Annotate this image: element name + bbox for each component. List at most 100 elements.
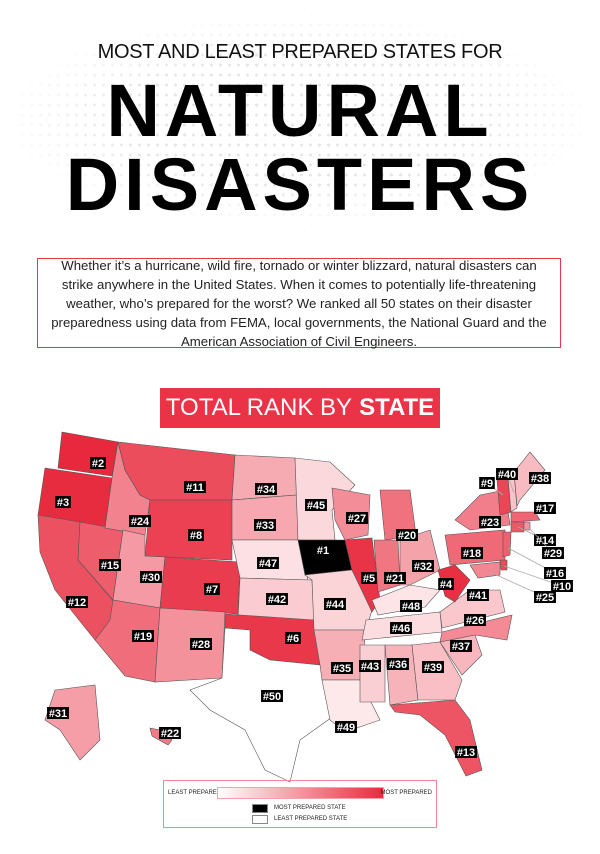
legend-most-label: MOST PREPARED (380, 790, 432, 796)
rank-label-bg (529, 472, 551, 484)
rank-label: #6 (287, 633, 299, 645)
legend-swatch-most (252, 804, 268, 813)
rank-label: #45 (307, 500, 325, 512)
rank-label: #3 (57, 497, 69, 509)
rank-label-bg (99, 559, 121, 571)
rank-label: #14 (536, 535, 555, 547)
intro-text: Whether it’s a hurricane, wild fire, tor… (51, 257, 547, 349)
state-shape-rank-17 (510, 511, 541, 523)
rank-label-bg (184, 481, 206, 493)
rank-label: #4 (440, 579, 453, 591)
rank-label-bg (315, 544, 331, 556)
rank-label-bg (324, 598, 346, 610)
rank-label-bg (422, 661, 444, 673)
rank-label: #9 (481, 478, 493, 490)
rank-label: #47 (259, 558, 277, 570)
rank-label: #49 (337, 722, 355, 734)
rank-label-bg (396, 529, 418, 541)
state-shape-rank-31 (44, 684, 101, 761)
rank-label-bg (534, 591, 556, 603)
rank-label-bg (496, 468, 518, 480)
rank-label-bg (464, 614, 486, 626)
section-banner: TOTAL RANK BY STATE (160, 388, 440, 428)
rank-label: #33 (256, 520, 274, 532)
rank-label-bg (534, 534, 556, 546)
rank-label: #10 (553, 581, 571, 593)
rank-label: #36 (389, 659, 407, 671)
rank-label-bg (544, 567, 566, 579)
rank-label: #19 (134, 631, 152, 643)
rank-label: #12 (68, 597, 86, 609)
rank-label: #20 (398, 530, 416, 542)
rank-label: #40 (498, 469, 516, 481)
rank-label: #11 (186, 482, 204, 494)
rank-label-bg (47, 707, 69, 719)
state-shape-rank-25 (469, 561, 501, 579)
banner-prefix: TOTAL RANK BY (165, 394, 353, 421)
rank-label: #5 (363, 573, 375, 585)
rank-label-bg (551, 580, 573, 592)
rank-label: #46 (392, 623, 410, 635)
rank-label-bg (266, 593, 288, 605)
legend-least-state-label: LEAST PREPARED STATE (274, 816, 348, 822)
rank-label: #26 (466, 615, 484, 627)
rank-label-bg (255, 483, 277, 495)
rank-label-bg (384, 572, 406, 584)
rank-label: #39 (424, 662, 442, 674)
state-shape-rank-13 (389, 699, 483, 777)
state-shape-rank-33 (231, 494, 299, 541)
state-shape-rank-14 (510, 521, 525, 533)
rank-label-bg (438, 578, 454, 590)
state-shape-rank-26 (439, 614, 513, 643)
rank-label: #35 (333, 663, 351, 675)
rank-label-bg (335, 721, 357, 733)
state-shape-rank-50 (189, 627, 336, 783)
banner-bold: STATE (359, 394, 435, 421)
rank-label-bg (129, 515, 151, 527)
rank-label: #13 (457, 747, 475, 759)
rank-label-bg (534, 502, 556, 514)
rank-label: #37 (452, 641, 470, 653)
intro-box: Whether it’s a hurricane, wild fire, tor… (37, 257, 561, 349)
rank-label-bg (455, 746, 477, 758)
rank-label-bg (400, 600, 422, 612)
rank-label-bg (66, 596, 88, 608)
state-shape-rank-4 (437, 564, 471, 603)
rank-label: #31 (49, 708, 67, 720)
state-shape-rank-10 (499, 559, 508, 571)
legend-swatch-least (252, 815, 268, 824)
rank-label-bg (359, 660, 381, 672)
rank-label-bg (254, 519, 276, 531)
rank-label: #22 (161, 728, 179, 740)
rank-label: #7 (206, 584, 218, 596)
rank-label-bg (461, 547, 483, 559)
rank-label: #28 (192, 639, 210, 651)
rank-label-bg (346, 512, 368, 524)
rank-label: #50 (263, 691, 281, 703)
rank-label-bg (387, 658, 409, 670)
rank-label-bg (159, 727, 181, 739)
rank-label: #16 (546, 568, 564, 580)
state-shape-rank-2 (57, 431, 119, 477)
dotted-world-map-background (0, 0, 600, 250)
rank-label-bg (412, 560, 434, 572)
legend: LEAST PREPARED MOST PREPARED MOST PREPAR… (163, 780, 437, 828)
rank-label: #25 (536, 592, 554, 604)
rank-label-bg (132, 630, 154, 642)
rank-label-bg (204, 583, 220, 595)
rank-label-bg (90, 457, 106, 469)
rank-label-bg (188, 529, 204, 541)
legend-most-state-label: MOST PREPARED STATE (274, 805, 346, 811)
rank-label: #24 (131, 516, 150, 528)
rank-label: #23 (481, 517, 499, 529)
rank-label: #18 (463, 548, 481, 560)
subtitle: MOST AND LEAST PREPARED STATES FOR (97, 41, 503, 63)
rank-label-bg (467, 589, 489, 601)
rank-label: #29 (544, 548, 562, 560)
rank-label: #32 (414, 561, 432, 573)
rank-label: #27 (348, 513, 366, 525)
title-line-2: DISASTERS (65, 143, 535, 226)
rank-label: #44 (326, 599, 345, 611)
rank-label-bg (190, 638, 212, 650)
